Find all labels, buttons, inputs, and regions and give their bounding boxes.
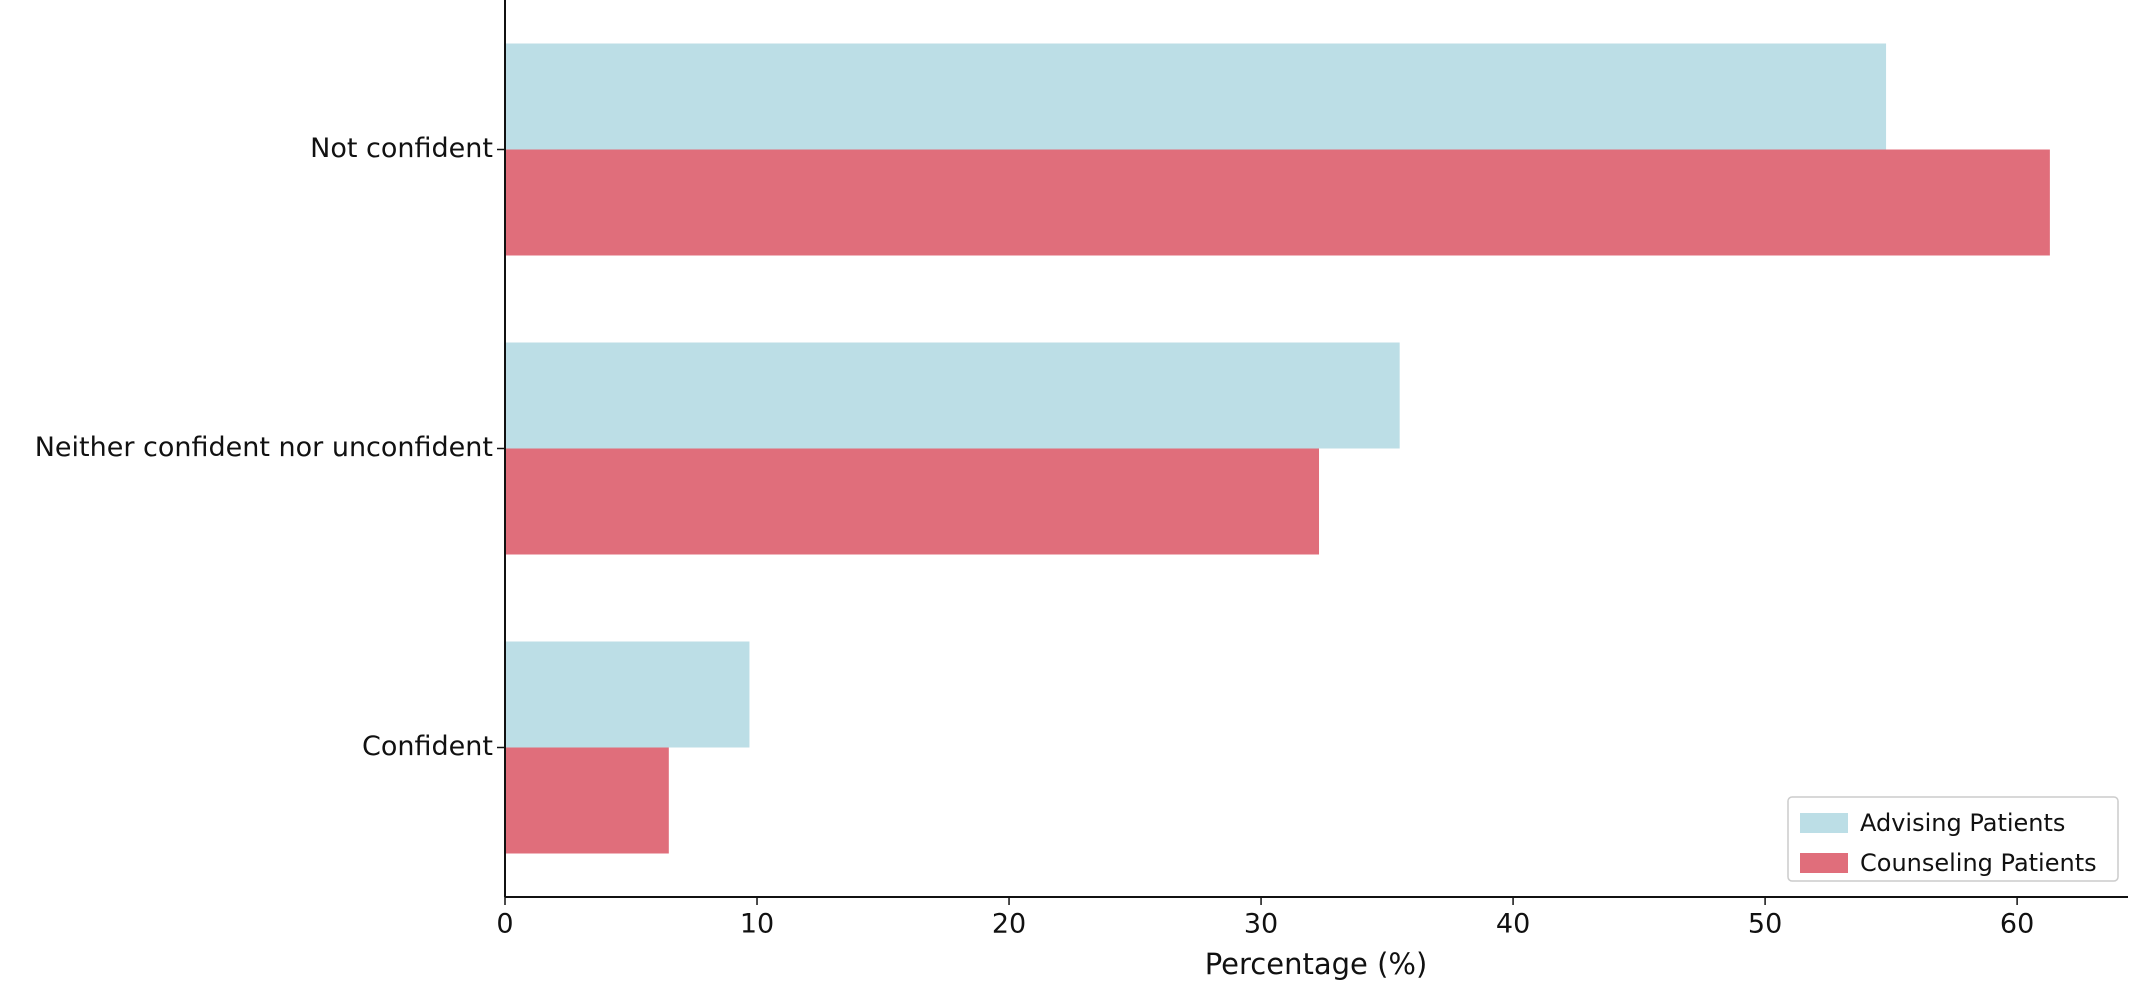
legend-swatch [1800,813,1848,833]
y-tick-label: Not confident [310,133,493,164]
x-axis-label: Percentage (%) [1205,947,1428,981]
legend-box [1787,796,2119,882]
bar [505,448,1320,555]
bar [505,641,750,748]
y-tick-label: Neither confident nor unconfident [35,432,493,463]
x-tick-label: 30 [1244,909,1278,940]
x-tick-label: 40 [1496,909,1530,940]
x-tick-label: 20 [992,909,1026,940]
x-tick-label: 60 [2000,909,2034,940]
x-tick-label: 0 [496,909,513,940]
bar [505,43,1887,150]
bar [505,747,669,854]
legend-swatch [1800,853,1848,873]
legend-label: Advising Patients [1860,809,2065,837]
y-tick-label: Confident [362,731,493,762]
x-tick-label: 10 [740,909,774,940]
legend-label: Counseling Patients [1860,849,2097,877]
bar [505,342,1400,449]
bar [505,149,2050,256]
x-tick-label: 50 [1748,909,1782,940]
